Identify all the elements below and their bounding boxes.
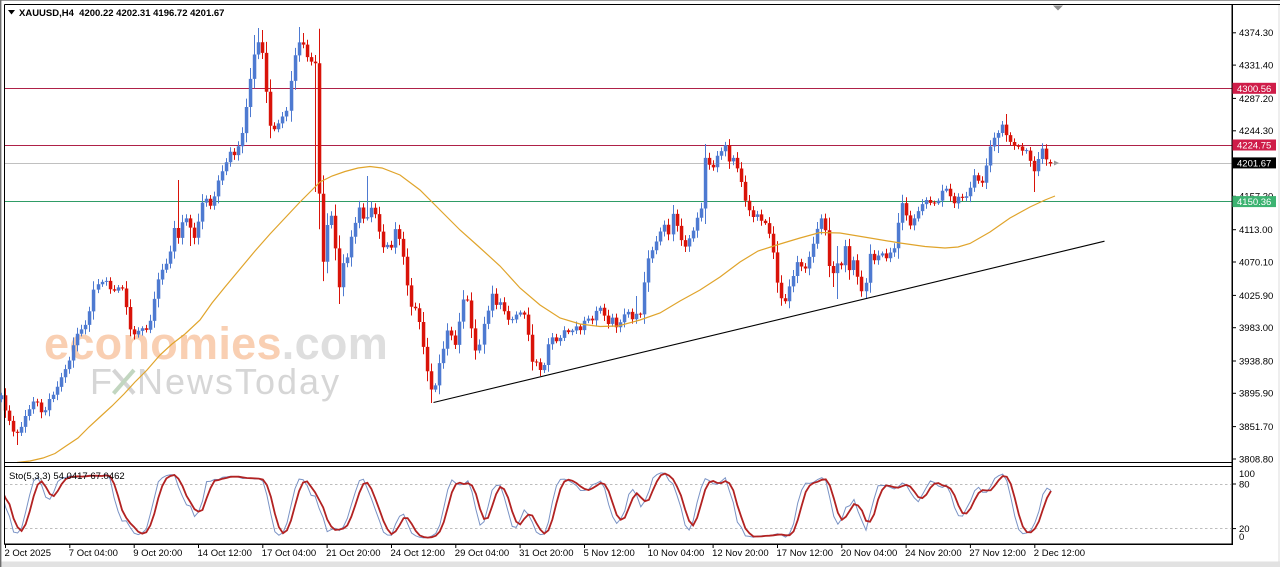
svg-text:0: 0 — [1239, 532, 1244, 543]
svg-text:100: 100 — [1239, 469, 1255, 480]
svg-text:21 Oct 20:00: 21 Oct 20:00 — [326, 548, 380, 559]
svg-text:4331.40: 4331.40 — [1239, 61, 1273, 72]
svg-text:17 Oct 04:00: 17 Oct 04:00 — [262, 548, 316, 559]
svg-text:20: 20 — [1239, 524, 1250, 535]
svg-text:4374.30: 4374.30 — [1239, 28, 1273, 39]
svg-text:9 Oct 20:00: 9 Oct 20:00 — [133, 548, 182, 559]
svg-text:4113.00: 4113.00 — [1239, 225, 1273, 236]
svg-text:80: 80 — [1239, 479, 1250, 490]
svg-text:31 Oct 20:00: 31 Oct 20:00 — [519, 548, 573, 559]
svg-text:3851.70: 3851.70 — [1239, 422, 1273, 433]
svg-text:NewsToday: NewsToday — [137, 361, 341, 402]
svg-text:10 Nov 04:00: 10 Nov 04:00 — [648, 548, 705, 559]
svg-text:17 Nov 12:00: 17 Nov 12:00 — [777, 548, 834, 559]
svg-text:4201.67: 4201.67 — [1237, 159, 1271, 170]
svg-text:3895.90: 3895.90 — [1239, 389, 1273, 400]
svg-text:economies.com: economies.com — [44, 318, 388, 369]
svg-text:24 Nov 20:00: 24 Nov 20:00 — [905, 548, 962, 559]
svg-text:4224.75: 4224.75 — [1237, 141, 1271, 152]
svg-text:4070.10: 4070.10 — [1239, 257, 1273, 268]
svg-text:2 Oct 2025: 2 Oct 2025 — [5, 548, 51, 559]
svg-text:3938.80: 3938.80 — [1239, 356, 1273, 367]
svg-text:7 Oct 04:00: 7 Oct 04:00 — [69, 548, 118, 559]
svg-text:XAUUSD,H4 4200.22 4202.31 419: XAUUSD,H4 4200.22 4202.31 4196.72 4201.6… — [19, 8, 224, 19]
svg-text:3983.00: 3983.00 — [1239, 323, 1273, 334]
svg-text:4025.90: 4025.90 — [1239, 291, 1273, 302]
svg-text:F: F — [90, 361, 112, 402]
svg-text:24 Oct 12:00: 24 Oct 12:00 — [391, 548, 445, 559]
svg-text:4300.56: 4300.56 — [1237, 84, 1271, 95]
svg-text:4244.30: 4244.30 — [1239, 126, 1273, 137]
svg-text:27 Nov 12:00: 27 Nov 12:00 — [969, 548, 1026, 559]
svg-text:2 Dec 12:00: 2 Dec 12:00 — [1034, 548, 1085, 559]
svg-text:4150.36: 4150.36 — [1237, 197, 1271, 208]
svg-text:Sto(5,3,3) 54.0417 67.0462: Sto(5,3,3) 54.0417 67.0462 — [9, 471, 125, 482]
svg-text:4287.20: 4287.20 — [1239, 94, 1273, 105]
svg-text:29 Oct 04:00: 29 Oct 04:00 — [455, 548, 509, 559]
svg-text:12 Nov 20:00: 12 Nov 20:00 — [712, 548, 769, 559]
svg-text:5 Nov 12:00: 5 Nov 12:00 — [584, 548, 635, 559]
svg-text:20 Nov 04:00: 20 Nov 04:00 — [841, 548, 898, 559]
svg-text:3808.80: 3808.80 — [1239, 454, 1273, 465]
svg-text:14 Oct 12:00: 14 Oct 12:00 — [198, 548, 252, 559]
